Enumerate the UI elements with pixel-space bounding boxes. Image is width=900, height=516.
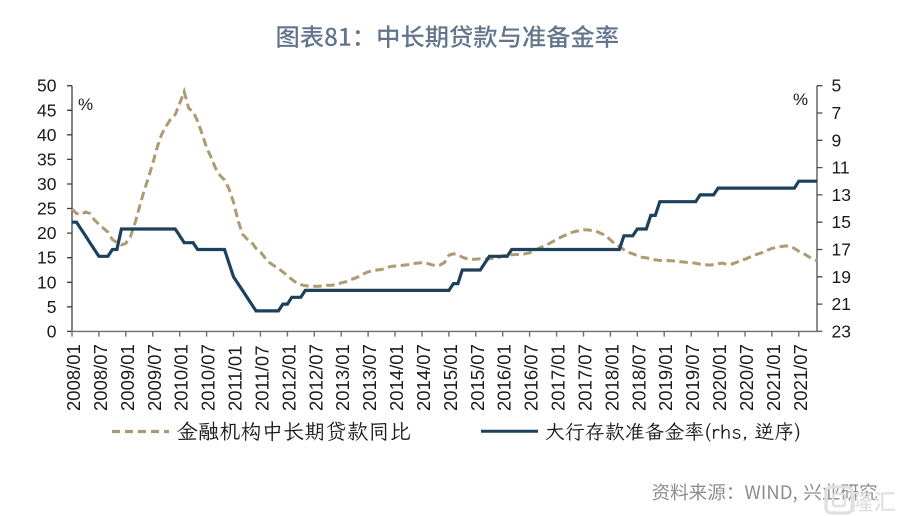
- svg-text:5: 5: [832, 76, 842, 96]
- svg-text:19: 19: [832, 267, 851, 287]
- svg-text:50: 50: [37, 76, 57, 96]
- svg-text:2013/01: 2013/01: [332, 344, 353, 411]
- svg-text:2008/07: 2008/07: [90, 344, 111, 411]
- svg-text:2018/07: 2018/07: [628, 344, 649, 411]
- svg-text:2013/07: 2013/07: [359, 344, 380, 411]
- svg-text:2020/01: 2020/01: [709, 344, 730, 411]
- svg-text:25: 25: [37, 199, 56, 219]
- svg-text:2019/01: 2019/01: [655, 344, 676, 411]
- svg-text:2017/07: 2017/07: [575, 344, 596, 411]
- svg-text:2009/01: 2009/01: [117, 344, 138, 411]
- svg-text:30: 30: [37, 174, 57, 194]
- svg-text:35: 35: [37, 149, 56, 169]
- svg-text:17: 17: [832, 240, 851, 260]
- svg-text:45: 45: [37, 100, 56, 120]
- svg-text:%: %: [78, 95, 93, 114]
- svg-text:2014/01: 2014/01: [386, 344, 407, 411]
- svg-text:2012/01: 2012/01: [278, 344, 299, 411]
- svg-text:2021/01: 2021/01: [763, 344, 784, 411]
- svg-text:2011/07: 2011/07: [251, 346, 272, 412]
- svg-text:2011/01: 2011/01: [225, 346, 246, 412]
- svg-text:2015/01: 2015/01: [440, 344, 461, 411]
- svg-text:5: 5: [47, 297, 57, 317]
- svg-text:2021/07: 2021/07: [790, 344, 811, 411]
- svg-text:9: 9: [832, 130, 842, 150]
- svg-text:2015/07: 2015/07: [467, 344, 488, 411]
- svg-text:15: 15: [832, 212, 851, 232]
- svg-text:11: 11: [832, 158, 850, 178]
- svg-text:2018/01: 2018/01: [601, 344, 622, 411]
- svg-text:2008/01: 2008/01: [63, 344, 84, 411]
- svg-text:2017/01: 2017/01: [548, 344, 569, 411]
- svg-text:%: %: [793, 90, 808, 109]
- svg-text:10: 10: [37, 272, 57, 292]
- svg-text:23: 23: [832, 321, 851, 341]
- svg-text:2010/01: 2010/01: [171, 344, 192, 411]
- svg-text:7: 7: [832, 103, 842, 123]
- svg-text:2020/07: 2020/07: [736, 344, 757, 411]
- svg-text:2014/07: 2014/07: [413, 344, 434, 411]
- svg-text:2016/07: 2016/07: [521, 344, 542, 411]
- svg-text:20: 20: [37, 223, 57, 243]
- svg-text:15: 15: [37, 248, 56, 268]
- svg-text:13: 13: [832, 185, 851, 205]
- svg-text:2009/07: 2009/07: [144, 344, 165, 411]
- svg-text:2019/07: 2019/07: [682, 344, 703, 411]
- svg-text:21: 21: [832, 294, 851, 314]
- svg-text:2012/07: 2012/07: [305, 344, 326, 411]
- svg-text:40: 40: [37, 125, 57, 145]
- svg-text:0: 0: [47, 321, 57, 341]
- svg-text:2010/07: 2010/07: [198, 344, 219, 411]
- svg-text:2016/01: 2016/01: [494, 344, 515, 411]
